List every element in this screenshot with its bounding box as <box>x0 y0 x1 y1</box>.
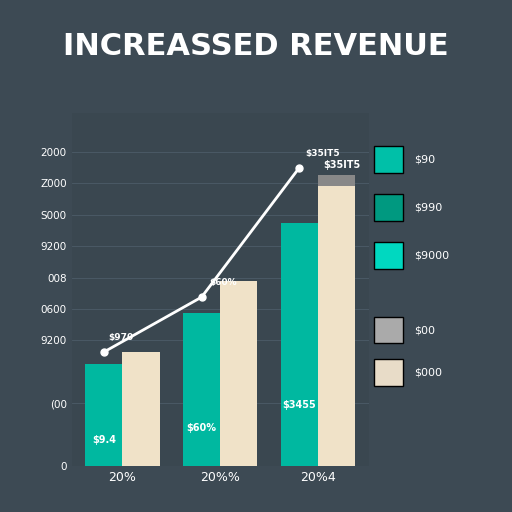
Text: INCREASSED REVENUE: INCREASSED REVENUE <box>63 32 449 60</box>
Text: $000: $000 <box>414 368 442 378</box>
Bar <box>122 352 160 363</box>
Bar <box>220 292 258 466</box>
Text: $970: $970 <box>109 333 134 342</box>
Text: $35IT5: $35IT5 <box>305 149 340 158</box>
FancyBboxPatch shape <box>374 146 403 173</box>
Bar <box>122 363 160 466</box>
Text: $35IT5: $35IT5 <box>323 160 360 169</box>
Bar <box>85 364 122 466</box>
Bar <box>281 223 318 466</box>
Bar <box>318 186 355 466</box>
Text: $3455: $3455 <box>283 400 316 410</box>
Text: $60%: $60% <box>209 279 237 287</box>
Text: $60%: $60% <box>186 422 217 433</box>
Bar <box>318 176 355 186</box>
FancyBboxPatch shape <box>374 317 403 344</box>
Text: $00: $00 <box>414 325 435 335</box>
FancyBboxPatch shape <box>374 195 403 221</box>
FancyBboxPatch shape <box>374 359 403 386</box>
FancyBboxPatch shape <box>374 242 403 269</box>
Text: $90: $90 <box>414 155 435 165</box>
Bar <box>183 313 220 466</box>
Text: $9.4: $9.4 <box>92 435 116 445</box>
Text: $990: $990 <box>414 203 442 212</box>
Text: $9000: $9000 <box>414 250 449 261</box>
Bar <box>220 282 258 292</box>
